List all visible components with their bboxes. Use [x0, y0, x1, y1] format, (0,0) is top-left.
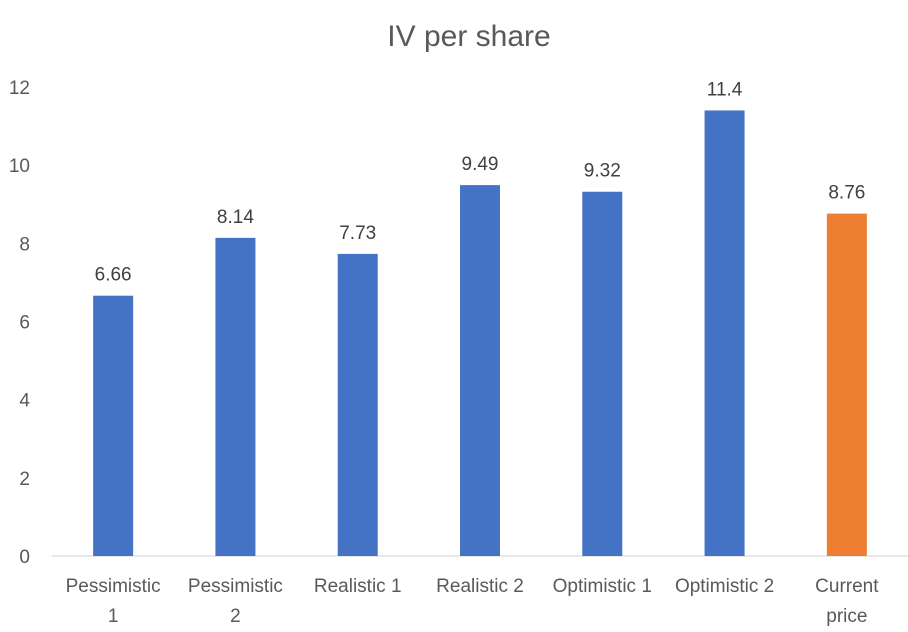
data-labels: 6.66 8.14 7.73 9.49 9.32 11.4 8.76	[95, 79, 866, 285]
bar	[337, 253, 378, 556]
data-label: 11.4	[707, 79, 743, 100]
x-tick-label: Realistic 1	[314, 576, 402, 597]
y-tick-label: 12	[9, 78, 30, 99]
x-tick-label: Optimistic 2	[675, 576, 774, 597]
bar	[582, 191, 623, 556]
y-tick-label: 0	[19, 547, 30, 568]
data-label: 9.49	[462, 154, 499, 175]
bar	[704, 110, 745, 556]
x-tick-label: Current	[815, 576, 879, 597]
y-tick-label: 2	[19, 469, 30, 490]
bar	[460, 185, 500, 556]
bar	[93, 295, 134, 556]
x-tick-label: Pessimistic	[66, 576, 161, 597]
data-label: 8.76	[828, 183, 865, 204]
x-tick-label: Realistic 2	[436, 576, 524, 597]
bars	[93, 110, 867, 556]
data-label: 9.32	[584, 161, 621, 182]
y-axis: 0 2 4 6 8 10 12	[9, 78, 31, 568]
data-label: 8.14	[217, 207, 254, 228]
y-tick-label: 8	[19, 234, 30, 255]
chart-title: IV per share	[387, 20, 550, 53]
y-tick-label: 10	[9, 156, 30, 177]
bar	[826, 213, 867, 556]
y-tick-label: 4	[19, 391, 30, 412]
x-tick-label: Optimistic 1	[553, 576, 652, 597]
x-tick-label: 1	[108, 606, 119, 627]
x-tick-label: 2	[230, 606, 241, 627]
y-tick-label: 6	[19, 313, 30, 334]
x-axis-labels: Pessimistic 1 Pessimistic 2 Realistic 1 Reali…	[66, 576, 880, 627]
data-label: 6.66	[95, 265, 132, 286]
data-label: 7.73	[339, 223, 376, 244]
bar	[215, 237, 256, 556]
x-tick-label: price	[826, 606, 867, 627]
x-tick-label: Pessimistic	[188, 576, 283, 597]
